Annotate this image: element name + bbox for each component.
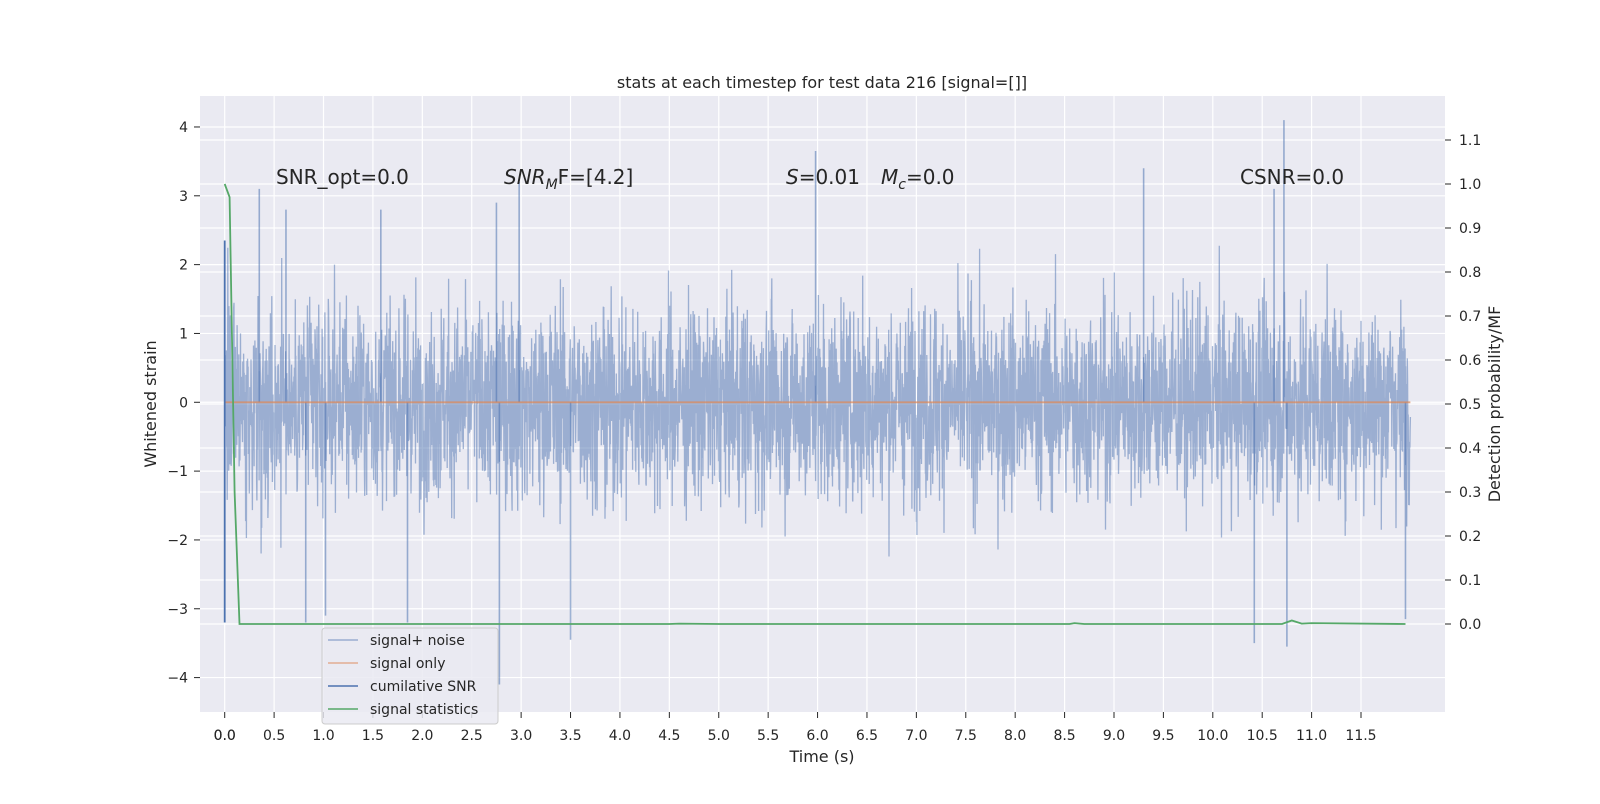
x-tick-label: 7.0 [905, 728, 927, 744]
annotation-snr-opt: SNR_opt=0.0 [276, 165, 409, 189]
x-tick-label: 0.0 [214, 728, 236, 744]
x-tick-label: 9.0 [1103, 728, 1125, 744]
x-tick-label: 9.5 [1152, 728, 1174, 744]
legend-label-signal-statistics: signal statistics [370, 702, 478, 718]
x-tick-label: 11.0 [1296, 728, 1327, 744]
x-tick-label: 0.5 [263, 728, 285, 744]
y-tick-label: 0 [179, 395, 188, 411]
x-tick-label: 8.5 [1053, 728, 1075, 744]
y2-axis-label: Detection probability/MF [1485, 306, 1504, 503]
y2-tick-label: 0.9 [1459, 221, 1481, 237]
x-tick-label: 3.0 [510, 728, 532, 744]
annotation-mc: Mc=0.0 [881, 165, 955, 193]
annotation-mc-value: =0.0 [906, 165, 955, 189]
x-tick-label: 10.0 [1197, 728, 1228, 744]
y2-tick-label: 0.0 [1459, 617, 1481, 633]
x-tick-label: 6.5 [856, 728, 878, 744]
y2-tick-label: 0.3 [1459, 485, 1481, 501]
x-tick-label: 7.5 [955, 728, 977, 744]
annotation-mc-sub: c [898, 177, 906, 193]
signal-noise-series [224, 120, 1412, 685]
chart-title: stats at each timestep for test data 216… [617, 73, 1027, 92]
x-tick-label: 0.0 [214, 728, 236, 744]
x-tick-label: 6.0 [806, 728, 828, 744]
y2-tick-label: 0.8 [1459, 265, 1481, 281]
x-tick-label: 4.0 [609, 728, 631, 744]
x-axis-label: Time (s) [788, 747, 854, 766]
x-tick-label: 5.0 [708, 728, 730, 744]
y2-tick-label: 0.2 [1459, 529, 1481, 545]
signal-statistics-line [223, 183, 1406, 625]
y2-tick-label: 0.4 [1459, 441, 1481, 457]
x-tick-label: 10.5 [1247, 728, 1278, 744]
line-series [223, 183, 1411, 625]
legend: signal+ noise signal only cumilative SNR… [321, 627, 499, 725]
x-tick-label: 5.5 [757, 728, 779, 744]
legend-label-signal-only: signal only [370, 656, 445, 672]
annotation-csnr: CSNR=0.0 [1240, 165, 1344, 189]
y-tick-label: −2 [167, 533, 188, 549]
y-tick-label: −1 [167, 464, 188, 480]
annotation-s-symbol: S [786, 165, 799, 189]
y2-tick-label: 0.1 [1459, 573, 1481, 589]
x-tick-label: 1.0 [312, 728, 334, 744]
y-axis-label: Whitened strain [141, 340, 160, 467]
annotation-snr-mf-main: SNR [504, 165, 546, 189]
annotation-s-value: =0.01 [799, 165, 860, 189]
x-tick-label: 3.5 [559, 728, 581, 744]
x-tick-label: 1.5 [362, 728, 384, 744]
y2-tick-label: 1.0 [1459, 177, 1481, 193]
annotation-s: S=0.01 [786, 165, 860, 189]
annotation-snr-mf: SNRMF=[4.2] [504, 165, 633, 193]
axis-ticks: 0.0 0.0 0.5 1.0 1.5 2.0 2.5 3.0 3.5 4.0 4.5 5.0 5.5 6… [167, 120, 1481, 744]
y2-tick-label: 1.1 [1459, 133, 1481, 149]
x-tick-label: 2.5 [461, 728, 483, 744]
signal-noise-line [224, 245, 1412, 557]
y-tick-label: 1 [179, 326, 188, 342]
y2-tick-label: 0.7 [1459, 309, 1481, 325]
legend-label-signal-noise: signal+ noise [370, 633, 465, 649]
y-tick-label: −4 [167, 671, 188, 687]
annotation-snr-mf-rest: F=[4.2] [558, 165, 634, 189]
y-tick-label: 4 [179, 120, 188, 136]
x-tick-label: 11.5 [1345, 728, 1376, 744]
y2-tick-label: 0.5 [1459, 397, 1481, 413]
y-tick-label: 2 [179, 258, 188, 274]
annotation-mc-symbol: M [881, 165, 898, 189]
annotation-snr-mf-sub: M [546, 177, 558, 193]
x-tick-label: 4.5 [658, 728, 680, 744]
y-tick-label: 3 [179, 189, 188, 205]
x-tick-label: 2.0 [411, 728, 433, 744]
legend-label-cumulative-snr: cumilative SNR [370, 679, 477, 695]
x-tick-label: 8.0 [1004, 728, 1026, 744]
y2-tick-label: 0.6 [1459, 353, 1481, 369]
legend-box [321, 627, 499, 725]
y-tick-label: −3 [167, 602, 188, 618]
